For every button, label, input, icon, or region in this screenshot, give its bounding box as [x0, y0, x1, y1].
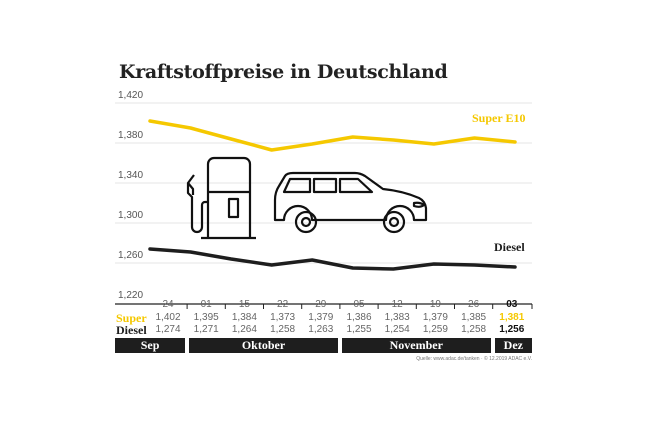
month-label: Sep: [115, 338, 186, 353]
legend-super: Super E10: [472, 111, 526, 125]
legend-diesel: Diesel: [494, 240, 525, 254]
car-icon: [273, 171, 428, 234]
y-tick-label: 1,220: [118, 290, 144, 301]
y-tick-label: 1,380: [118, 130, 144, 141]
data-label-diesel: 1,274: [155, 324, 181, 335]
fuel-pump-icon: [186, 156, 256, 240]
data-label-diesel: 1,264: [231, 324, 257, 335]
y-tick-label: 1,420: [118, 90, 144, 101]
data-label-super: 1,373: [270, 312, 296, 323]
month-label: Oktober: [189, 338, 338, 353]
data-label-super: 1,383: [384, 312, 410, 323]
month-label: Dez: [494, 338, 532, 353]
data-label-super: 1,386: [346, 312, 372, 323]
data-label-super: 1,385: [461, 312, 487, 323]
data-label-super: 1,384: [231, 312, 257, 323]
x-tick-label: 22: [277, 299, 289, 310]
data-label-diesel: 1,263: [308, 324, 334, 335]
data-label-diesel: 1,258: [270, 324, 296, 335]
data-label-diesel: 1,254: [384, 324, 410, 335]
series-line-super: [148, 119, 517, 152]
y-tick-label: 1,300: [118, 210, 144, 221]
x-tick-label: 03: [506, 299, 518, 310]
x-tick-label: 15: [238, 299, 250, 310]
data-label-super: 1,379: [308, 312, 334, 323]
x-tick-label: 19: [429, 299, 441, 310]
data-label-diesel: 1,271: [193, 324, 219, 335]
row-label-diesel: Diesel: [116, 323, 147, 337]
x-tick-label: 01: [200, 299, 212, 310]
data-label-super: 1,379: [422, 312, 448, 323]
x-tick-label: 26: [468, 299, 480, 310]
data-label-super: 1,395: [193, 312, 219, 323]
data-label-super: 1,381: [499, 312, 525, 323]
x-tick-label: 12: [391, 299, 403, 310]
data-label-diesel: 1,259: [422, 324, 448, 335]
data-label-super: 1,402: [155, 312, 181, 323]
data-label-diesel: 1,255: [346, 324, 372, 335]
month-label: November: [341, 338, 491, 353]
series-line-diesel: [148, 247, 517, 271]
row-label-super: Super: [116, 311, 147, 325]
x-tick-label: 29: [315, 299, 327, 310]
x-tick-label: 24: [162, 299, 174, 310]
y-tick-label: 1,340: [118, 170, 144, 181]
source-note: Quelle: www.adac.de/tanken · © 12.2019 A…: [416, 356, 532, 362]
y-tick-label: 1,260: [118, 250, 144, 261]
chart-title: Kraftstoffpreise in Deutschland: [119, 61, 448, 83]
data-label-diesel: 1,258: [461, 324, 487, 335]
data-label-diesel: 1,256: [499, 324, 525, 335]
x-tick-label: 05: [353, 299, 365, 310]
